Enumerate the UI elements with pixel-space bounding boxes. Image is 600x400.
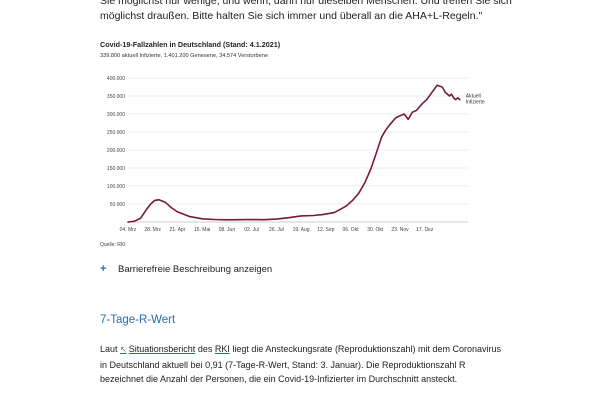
x-tick-label: 06. Okt bbox=[342, 227, 359, 233]
x-tick-label: 28. Mrz bbox=[144, 227, 161, 233]
accessible-description-toggle[interactable]: + Barrierefreie Beschreibung anzeigen bbox=[100, 263, 272, 275]
intro-line-2: möglichst draußen. Bitte halten Sie sich… bbox=[100, 10, 483, 22]
x-tick-label: 04. Mrz bbox=[120, 227, 137, 233]
toggle-label: Barrierefreie Beschreibung anzeigen bbox=[118, 263, 273, 275]
covid-line-chart: 50.000 100.000 150.000 200.000 250.000 300.00… bbox=[107, 76, 485, 233]
y-tick-label: 50.000 bbox=[110, 202, 126, 208]
paragraph-text-middle: des bbox=[197, 344, 213, 354]
r-value-paragraph: Laut ↖ Situationsbericht des RKI liegt di… bbox=[100, 342, 505, 387]
paragraph-text-start: Laut bbox=[100, 344, 118, 354]
chart-subtitle: 339.800 aktuell Infizierte, 1.401.200 Ge… bbox=[100, 53, 268, 59]
paragraph-text-end: liegt die Ansteckungsrate (Reproduktions… bbox=[100, 344, 502, 384]
rki-link[interactable]: RKI bbox=[214, 344, 230, 354]
y-tick-label: 350.000 bbox=[107, 94, 125, 100]
y-tick-label: 300.000 bbox=[107, 112, 125, 118]
x-tick-label: 08. Jun bbox=[219, 227, 236, 233]
y-tick-label: 250.000 bbox=[107, 130, 125, 136]
y-tick-label: 400.000 bbox=[107, 76, 125, 82]
x-tick-label: 26. Jul bbox=[269, 227, 284, 233]
annotation-label: Aktuell bbox=[466, 94, 481, 100]
chart-source: Quelle: RKI bbox=[100, 242, 126, 248]
x-tick-label: 15. Mai bbox=[194, 227, 210, 233]
y-tick-label: 200.000 bbox=[107, 148, 125, 154]
intro-paragraph: Sie möglichst nur wenige, und wenn, dann… bbox=[100, 0, 530, 24]
chart-title: Covid-19-Fallzahlen in Deutschland (Stan… bbox=[100, 40, 281, 49]
x-tick-label: 17. Dez bbox=[416, 227, 434, 233]
annotation-label: Infizierte bbox=[466, 100, 485, 106]
situation-report-link-text: Situationsbericht bbox=[128, 344, 196, 354]
x-tick-label: 12. Sep bbox=[317, 227, 334, 233]
series-line-aktuell-infizierte bbox=[127, 84, 461, 223]
plus-icon: + bbox=[100, 263, 107, 275]
x-tick-label: 21. Apr bbox=[170, 227, 186, 233]
x-tick-label: 23. Nov bbox=[391, 227, 409, 233]
x-tick-label: 19. Aug bbox=[293, 227, 310, 233]
y-tick-label: 150.000 bbox=[107, 166, 125, 172]
section-heading: 7-Tage-R-Wert bbox=[100, 314, 176, 326]
arrow-up-left-icon: ↖ bbox=[120, 345, 127, 354]
x-tick-label: 02. Jul bbox=[244, 227, 259, 233]
situation-report-link[interactable]: ↖ Situationsbericht bbox=[120, 344, 195, 354]
intro-line-1: Sie möglichst nur wenige, und wenn, dann… bbox=[100, 0, 512, 7]
x-tick-label: 30. Okt bbox=[367, 227, 384, 233]
y-tick-label: 100.000 bbox=[107, 184, 125, 190]
